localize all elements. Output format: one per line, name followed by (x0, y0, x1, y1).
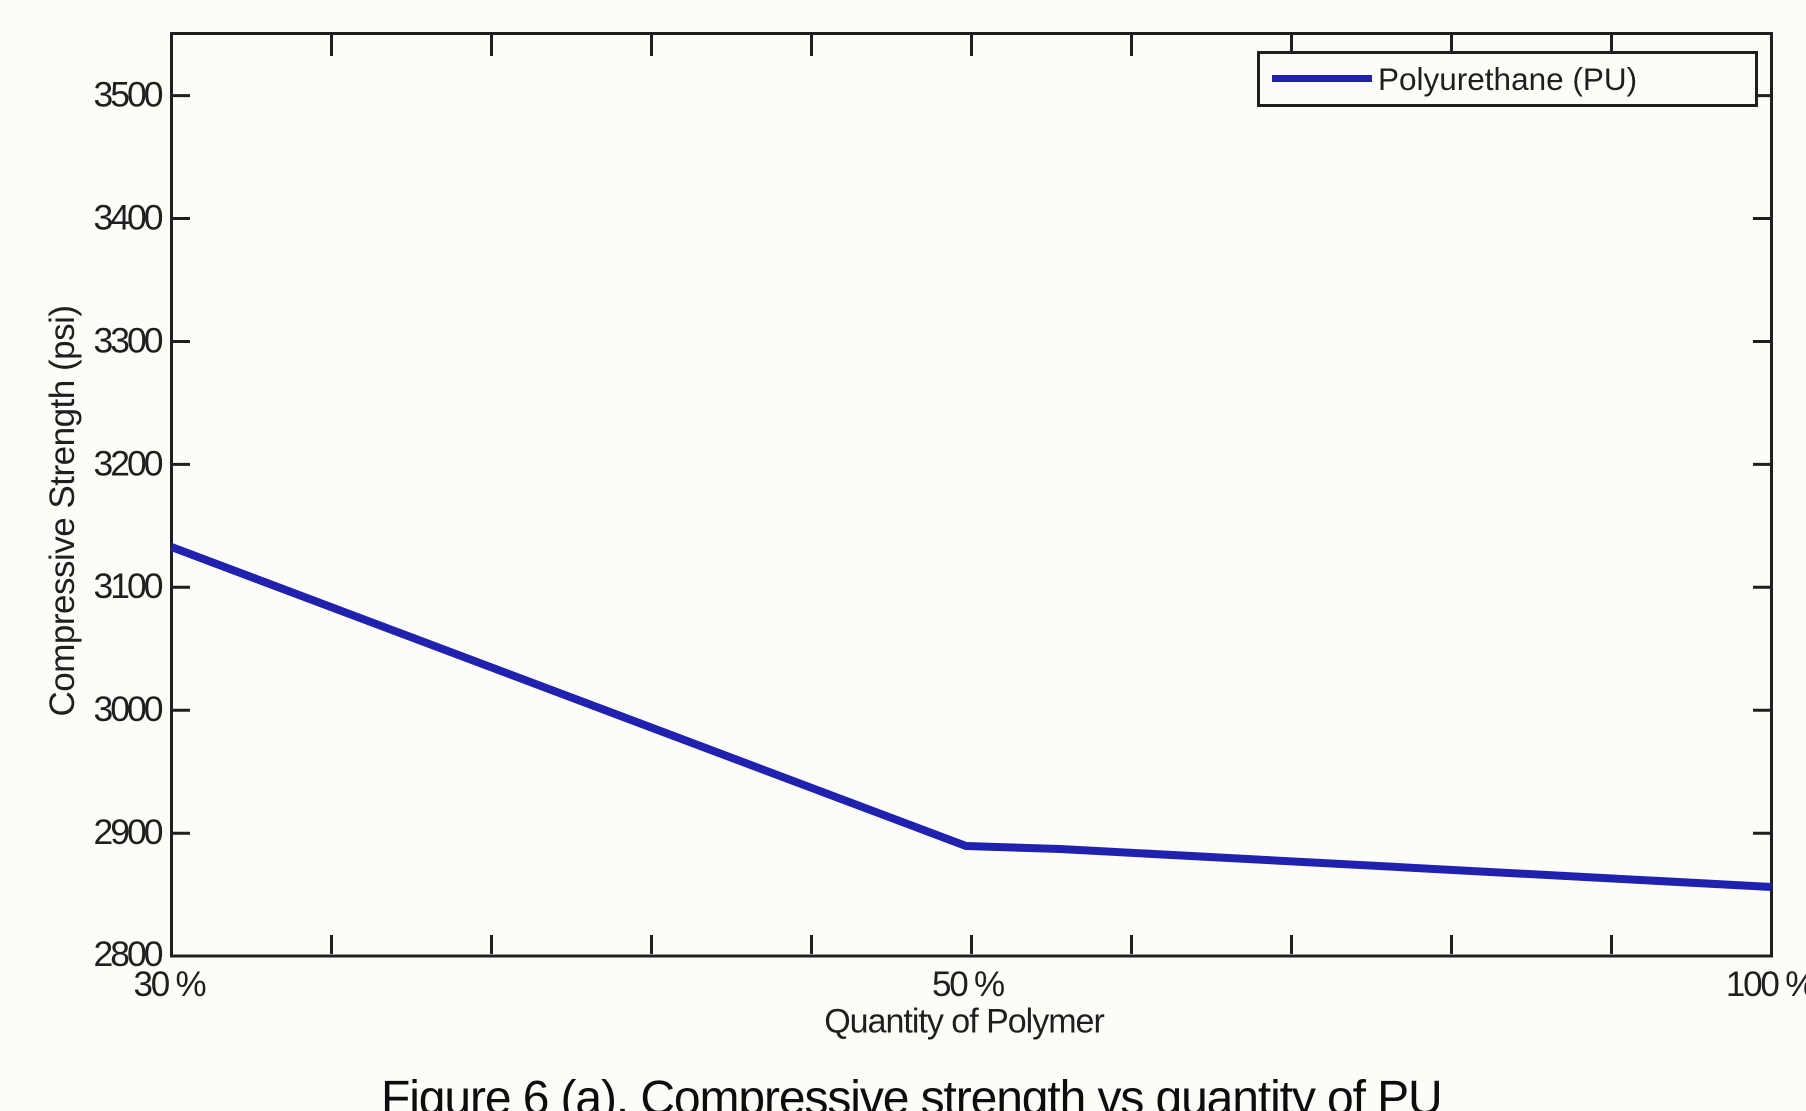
svg-text:3400: 3400 (94, 198, 163, 238)
svg-text:3500: 3500 (94, 75, 163, 115)
svg-text:Figure 6 (a). Compressive stre: Figure 6 (a). Compressive strength vs qu… (381, 1072, 1442, 1111)
svg-text:50 %: 50 % (932, 965, 1004, 1004)
svg-text:3000: 3000 (94, 689, 163, 729)
svg-text:Compressive Strength (psi): Compressive Strength (psi) (43, 305, 82, 716)
svg-text:2900: 2900 (94, 812, 163, 852)
svg-text:Polyurethane (PU): Polyurethane (PU) (1378, 61, 1637, 97)
svg-text:30 %: 30 % (134, 965, 206, 1004)
svg-text:100 %: 100 % (1726, 965, 1806, 1004)
svg-text:3300: 3300 (94, 321, 163, 361)
svg-text:3100: 3100 (94, 566, 163, 606)
svg-text:2800: 2800 (94, 934, 163, 974)
svg-text:3200: 3200 (94, 444, 163, 484)
svg-text:Quantity of Polymer: Quantity of Polymer (824, 1003, 1104, 1041)
